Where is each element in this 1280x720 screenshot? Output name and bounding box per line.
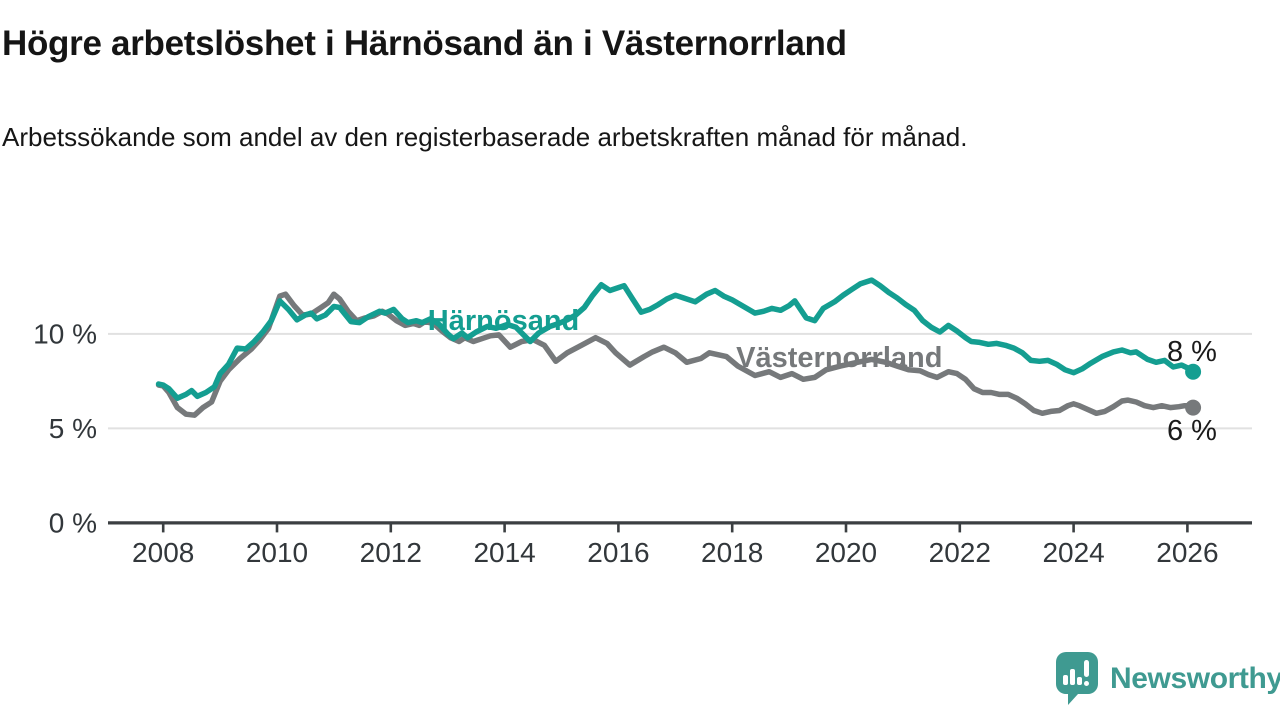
x-tick-label-2014: 2014	[473, 537, 535, 568]
x-tick-label-2024: 2024	[1042, 537, 1104, 568]
series-end-value-label-harnosand: 8 %	[1167, 336, 1217, 368]
x-tick-label-2016: 2016	[587, 537, 649, 568]
x-tick-label-2026: 2026	[1156, 537, 1218, 568]
series-end-dot-vasternorrland	[1185, 399, 1202, 416]
series-end-value-label-vasternorrland: 6 %	[1167, 415, 1217, 447]
series-label-harnosand: Härnösand	[428, 305, 579, 337]
x-tick-label-2020: 2020	[815, 537, 877, 568]
newsworthy-logo: Newsworthy	[1056, 652, 1280, 706]
x-tick-label-2018: 2018	[701, 537, 763, 568]
y-tick-label-5pct: 5 %	[49, 413, 97, 444]
newsworthy-wordmark: Newsworthy	[1110, 662, 1280, 695]
bar-chart-speech-bubble-icon	[1056, 652, 1098, 705]
series-label-vasternorrland: Västernorrland	[736, 342, 942, 374]
y-tick-label-10pct: 10 %	[33, 318, 97, 349]
series-line-harnosand	[155, 277, 1196, 401]
series-end-dot-harnosand	[1185, 363, 1202, 380]
x-tick-label-2008: 2008	[132, 537, 194, 568]
x-tick-label-2012: 2012	[360, 537, 422, 568]
x-tick-label-2010: 2010	[246, 537, 308, 568]
chart-subtitle: Arbetssökande som andel av den registerb…	[2, 122, 968, 152]
x-tick-label-2022: 2022	[929, 537, 991, 568]
chart-title: Högre arbetslöshet i Härnösand än i Väst…	[2, 24, 847, 63]
y-tick-label-0pct: 0 %	[49, 507, 97, 538]
